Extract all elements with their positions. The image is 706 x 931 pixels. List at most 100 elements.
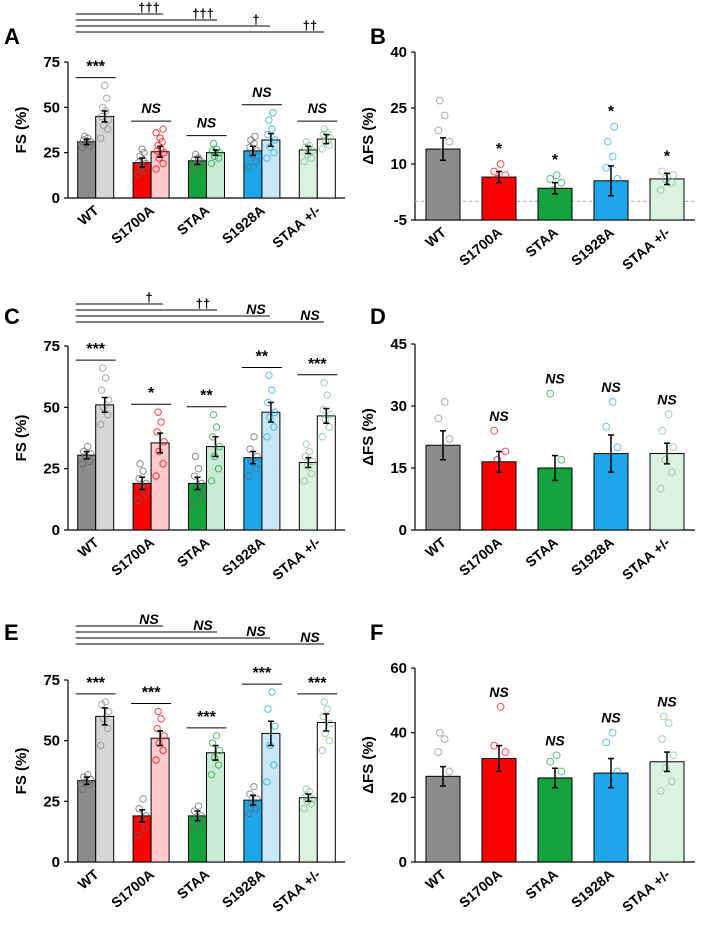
data-point <box>215 746 224 755</box>
x-tick-label: S1928A <box>568 534 617 579</box>
panel-label: F <box>370 620 383 645</box>
y-tick-label: 0 <box>52 522 60 539</box>
x-tick-label: S1700A <box>456 224 505 269</box>
data-point <box>658 426 667 435</box>
x-tick-label: WT <box>75 866 102 893</box>
data-point <box>160 732 168 740</box>
data-point <box>499 777 508 786</box>
data-point <box>86 141 94 150</box>
data-point <box>97 741 105 750</box>
data-point <box>318 145 326 153</box>
data-point <box>600 825 609 834</box>
data-point <box>307 469 315 478</box>
data-point <box>667 178 676 187</box>
data-point <box>159 460 167 468</box>
data-point <box>79 785 87 793</box>
panel-label: E <box>4 620 19 645</box>
comparison-label: † <box>252 12 259 27</box>
data-point <box>140 148 148 157</box>
data-point <box>265 371 273 380</box>
data-point <box>197 812 206 820</box>
data-point <box>501 171 510 180</box>
data-point <box>194 464 203 473</box>
data-point <box>308 795 316 803</box>
bar-s1700a-baseline <box>132 482 152 531</box>
bar-staa <box>649 453 685 531</box>
data-point <box>605 182 614 191</box>
data-point <box>209 139 218 148</box>
data-point <box>158 138 166 146</box>
y-tick-label: -5 <box>394 212 407 229</box>
data-point <box>603 137 612 146</box>
x-tick-label: S1700A <box>108 866 157 911</box>
significance-label: NS <box>601 710 621 726</box>
significance-label: NS <box>601 379 621 395</box>
data-point <box>212 423 221 431</box>
data-point <box>669 443 678 452</box>
data-point <box>268 386 276 394</box>
data-point <box>87 450 95 458</box>
data-point <box>134 831 142 840</box>
panel-b: B -5 10 25 40 ΔFS (%) WT S1700A * STAA * S1928A * STA… <box>360 24 695 273</box>
significance-label: *** <box>86 341 105 358</box>
y-tick-label: 20 <box>390 789 407 806</box>
comparison-label: NS <box>139 611 159 627</box>
bar-s1700a-stimulated <box>150 442 170 531</box>
data-point <box>245 163 253 171</box>
data-point <box>191 452 200 461</box>
data-point <box>544 501 553 510</box>
y-tick-label: 25 <box>43 793 60 810</box>
panel-a: A 0 25 50 75 FS (%) WT *** S1700A NS STAA NS S1928A N… <box>4 0 345 251</box>
data-point <box>156 134 164 142</box>
bar-staa-baseline <box>188 482 207 531</box>
bar-s1700a-stimulated <box>150 151 170 199</box>
data-point <box>190 472 199 480</box>
data-point <box>659 712 668 721</box>
data-point <box>97 134 105 142</box>
y-tick-label: 30 <box>390 398 407 415</box>
y-tick-label: 60 <box>390 660 407 677</box>
y-axis-label: ΔFS (%) <box>360 107 377 164</box>
bar-wt-stimulated <box>95 715 115 863</box>
data-point <box>101 81 109 90</box>
data-point <box>135 804 143 813</box>
data-point <box>268 125 276 133</box>
data-point <box>303 150 311 159</box>
data-point <box>196 161 205 170</box>
bar-wt-baseline <box>77 141 97 199</box>
x-tick-label: WT <box>75 534 102 561</box>
data-point <box>214 761 223 769</box>
data-point <box>134 170 142 179</box>
data-point <box>207 770 216 779</box>
data-point <box>445 767 454 776</box>
data-point <box>320 125 328 133</box>
data-point <box>432 178 441 187</box>
significance-label: ** <box>256 348 269 365</box>
significance-label: NS <box>141 100 161 116</box>
data-point <box>212 145 221 153</box>
x-tick-label: WT <box>75 202 102 229</box>
data-point <box>669 751 678 760</box>
data-point <box>270 148 278 157</box>
x-tick-label: S1928A <box>219 866 268 911</box>
bar-s1700a-baseline <box>132 162 152 199</box>
y-tick-label: 25 <box>43 145 60 162</box>
data-point <box>245 472 253 480</box>
data-point <box>207 159 216 168</box>
data-point <box>443 468 452 477</box>
significance-label: NS <box>252 84 272 100</box>
data-point <box>152 165 160 173</box>
data-point <box>266 143 274 151</box>
y-tick-label: 0 <box>52 190 60 207</box>
data-point <box>501 748 510 756</box>
data-point <box>252 158 260 166</box>
data-point <box>102 698 110 706</box>
y-tick-label: 0 <box>52 854 60 871</box>
significance-label: NS <box>489 408 509 424</box>
panel-label: A <box>4 24 20 49</box>
significance-label: NS <box>545 371 565 387</box>
significance-label: NS <box>657 391 677 407</box>
data-point <box>557 178 566 187</box>
data-point <box>658 167 667 176</box>
data-point <box>301 452 309 461</box>
